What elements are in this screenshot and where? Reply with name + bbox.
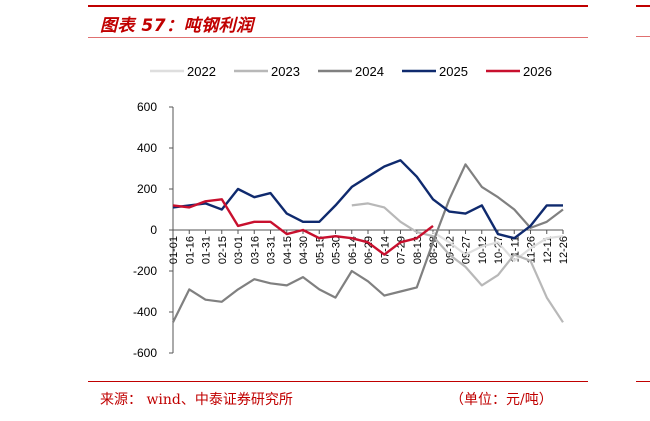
legend-label-2025: 2025	[439, 64, 468, 79]
x-tick-label: 04-30	[298, 236, 310, 264]
y-tick-label: 0	[150, 223, 157, 237]
x-axis: 01-01 01-16 01-31 02-15 03-01 03-16 03-31 04-15…	[168, 229, 570, 264]
x-tick-label: 08-13	[412, 236, 424, 264]
legend-label-2024: 2024	[355, 64, 384, 79]
x-tick-label: 10-27	[493, 236, 505, 264]
y-tick-label: 200	[137, 182, 157, 196]
title-rule	[88, 37, 588, 38]
series-line-2026	[172, 198, 434, 256]
figure-title: 图表 57：吨钢利润	[100, 16, 254, 36]
x-tick-label: 11-26	[526, 236, 538, 263]
x-tick-label: 03-16	[249, 236, 261, 264]
x-tick-label: 10-12	[477, 236, 489, 264]
y-axis: 600 400 200 0 -200 -400 -600	[133, 100, 174, 360]
legend-label-2022: 2022	[187, 64, 216, 79]
legend: 2022 2023 2024 2025 2026	[150, 64, 552, 79]
x-tick-label: 08-28	[428, 236, 440, 264]
series-line-2025	[172, 159, 563, 240]
side-title-rule	[636, 36, 650, 37]
source-note: 来源： wind、中泰证券研究所	[100, 392, 293, 408]
x-tick-label: 05-15	[314, 236, 326, 264]
y-tick-label: 600	[137, 100, 157, 114]
x-tick-label: 01-01	[168, 236, 180, 264]
x-tick-label: 04-15	[282, 236, 294, 264]
legend-label-2026: 2026	[523, 64, 552, 79]
series-line-2023	[351, 202, 564, 323]
x-tick-label: 06-14	[347, 236, 359, 264]
x-tick-label: 03-31	[266, 236, 278, 264]
x-tick-label: 01-16	[184, 236, 196, 264]
series-line-2024	[172, 163, 564, 323]
y-tick-label: 400	[137, 141, 157, 155]
y-tick-label: -600	[133, 346, 157, 360]
side-footer-rule	[636, 381, 650, 382]
series-lines	[172, 159, 564, 323]
x-tick-label: 03-01	[233, 236, 245, 264]
x-tick-label: 09-27	[461, 236, 473, 264]
x-tick-label: 07-14	[379, 236, 391, 264]
x-tick-label: 12-11	[542, 236, 554, 263]
y-tick-label: -400	[133, 305, 157, 319]
unit-note: （单位：元/吨）	[450, 392, 553, 408]
side-top-rule	[636, 5, 650, 7]
x-tick-label: 02-15	[217, 236, 229, 264]
legend-label-2023: 2023	[271, 64, 300, 79]
footer-rule	[88, 381, 588, 382]
x-tick-label: 12-26	[558, 236, 570, 264]
header-top-rule	[88, 5, 588, 7]
x-tick-label: 05-30	[331, 236, 343, 264]
x-tick-label: 01-31	[201, 236, 213, 264]
series-line-2022	[432, 231, 564, 262]
x-tick-label: 06-29	[363, 236, 375, 264]
y-tick-label: -200	[133, 264, 157, 278]
